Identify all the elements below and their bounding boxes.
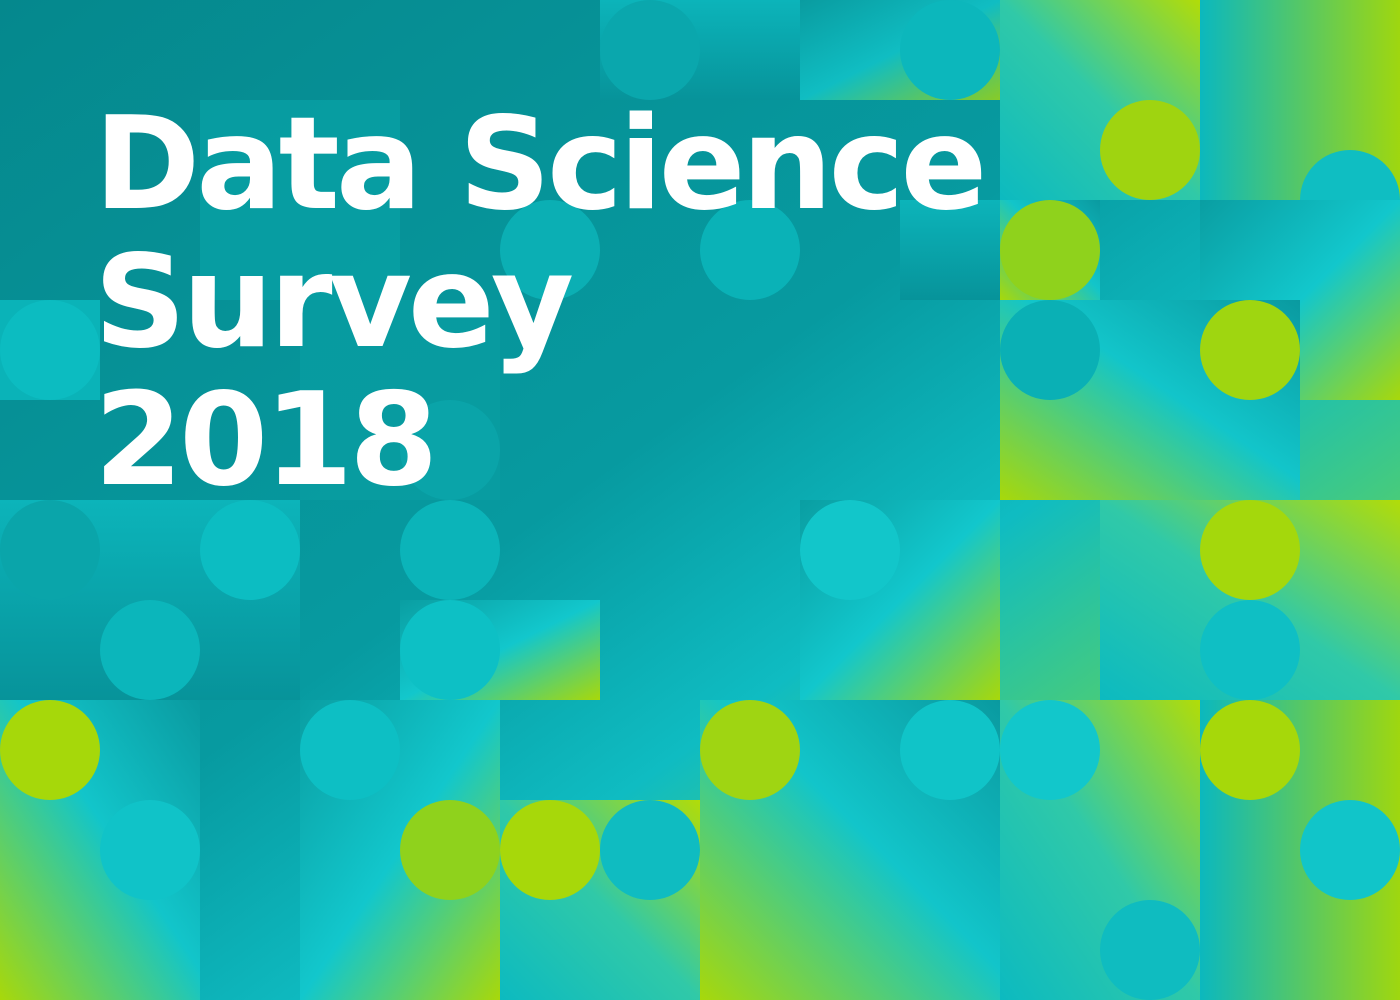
title-line-1: Data Science bbox=[94, 90, 987, 239]
cover-title: Data Science Survey 2018 bbox=[94, 90, 987, 515]
title-line-2: Survey bbox=[94, 228, 574, 377]
title-line-3: 2018 bbox=[94, 366, 438, 515]
